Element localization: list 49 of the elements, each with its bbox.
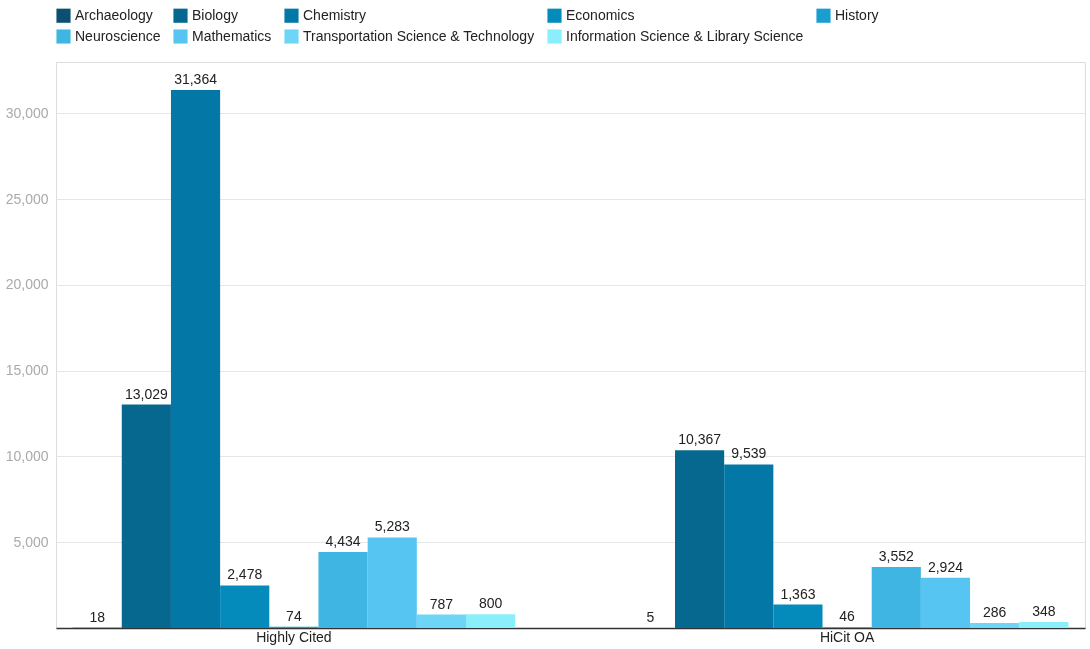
bar bbox=[920, 577, 971, 628]
data-label: 2,478 bbox=[227, 566, 263, 583]
legend-label: Biology bbox=[192, 6, 238, 23]
y-tick-label: 25,000 bbox=[5, 190, 49, 207]
bar bbox=[675, 450, 725, 628]
bar bbox=[170, 90, 221, 628]
legend-label: Mathematics bbox=[192, 27, 272, 44]
data-label: 10,367 bbox=[678, 431, 722, 448]
data-label: 2,924 bbox=[927, 558, 964, 575]
legend-label: Archaeology bbox=[75, 6, 153, 23]
bar bbox=[970, 623, 1020, 628]
legend-label: Information Science & Library Science bbox=[566, 27, 804, 44]
data-label: 5 bbox=[646, 608, 655, 625]
bar bbox=[466, 614, 516, 628]
y-tick-label: 10,000 bbox=[5, 447, 49, 464]
data-label: 9,539 bbox=[731, 445, 767, 462]
y-tick-label: 15,000 bbox=[5, 362, 49, 379]
bar bbox=[416, 614, 466, 628]
data-label: 3,552 bbox=[878, 548, 915, 565]
legend-label: History bbox=[835, 6, 879, 23]
bar bbox=[1019, 622, 1069, 628]
bar bbox=[773, 604, 823, 628]
data-label: 787 bbox=[429, 595, 454, 612]
y-tick-label: 5,000 bbox=[13, 533, 49, 550]
data-label: 5,283 bbox=[374, 518, 410, 535]
y-tick-label: 30,000 bbox=[5, 104, 49, 121]
legend-label: Economics bbox=[566, 6, 635, 23]
data-label: 800 bbox=[478, 595, 503, 612]
legend-label: Chemistry bbox=[303, 6, 367, 23]
data-label: 46 bbox=[839, 608, 856, 625]
x-tick-label: HiCit OA bbox=[819, 628, 875, 645]
bar bbox=[367, 537, 417, 628]
bar bbox=[871, 567, 921, 628]
data-label: 4,434 bbox=[325, 532, 361, 549]
data-label: 74 bbox=[286, 607, 302, 624]
bar bbox=[318, 551, 368, 628]
bar bbox=[724, 464, 774, 628]
legend-label: Transportation Science & Technology bbox=[303, 27, 535, 44]
x-tick-label: Highly Cited bbox=[256, 628, 332, 645]
data-label: 13,029 bbox=[124, 385, 168, 402]
bar bbox=[121, 404, 171, 628]
legend-label: Neuroscience bbox=[75, 27, 161, 44]
y-tick-label: 20,000 bbox=[5, 276, 49, 293]
bar bbox=[220, 585, 270, 628]
data-label: 286 bbox=[982, 604, 1007, 621]
data-label: 31,364 bbox=[174, 71, 218, 88]
data-label: 18 bbox=[89, 608, 106, 625]
data-label: 348 bbox=[1032, 603, 1056, 620]
data-label: 1,363 bbox=[780, 585, 816, 602]
